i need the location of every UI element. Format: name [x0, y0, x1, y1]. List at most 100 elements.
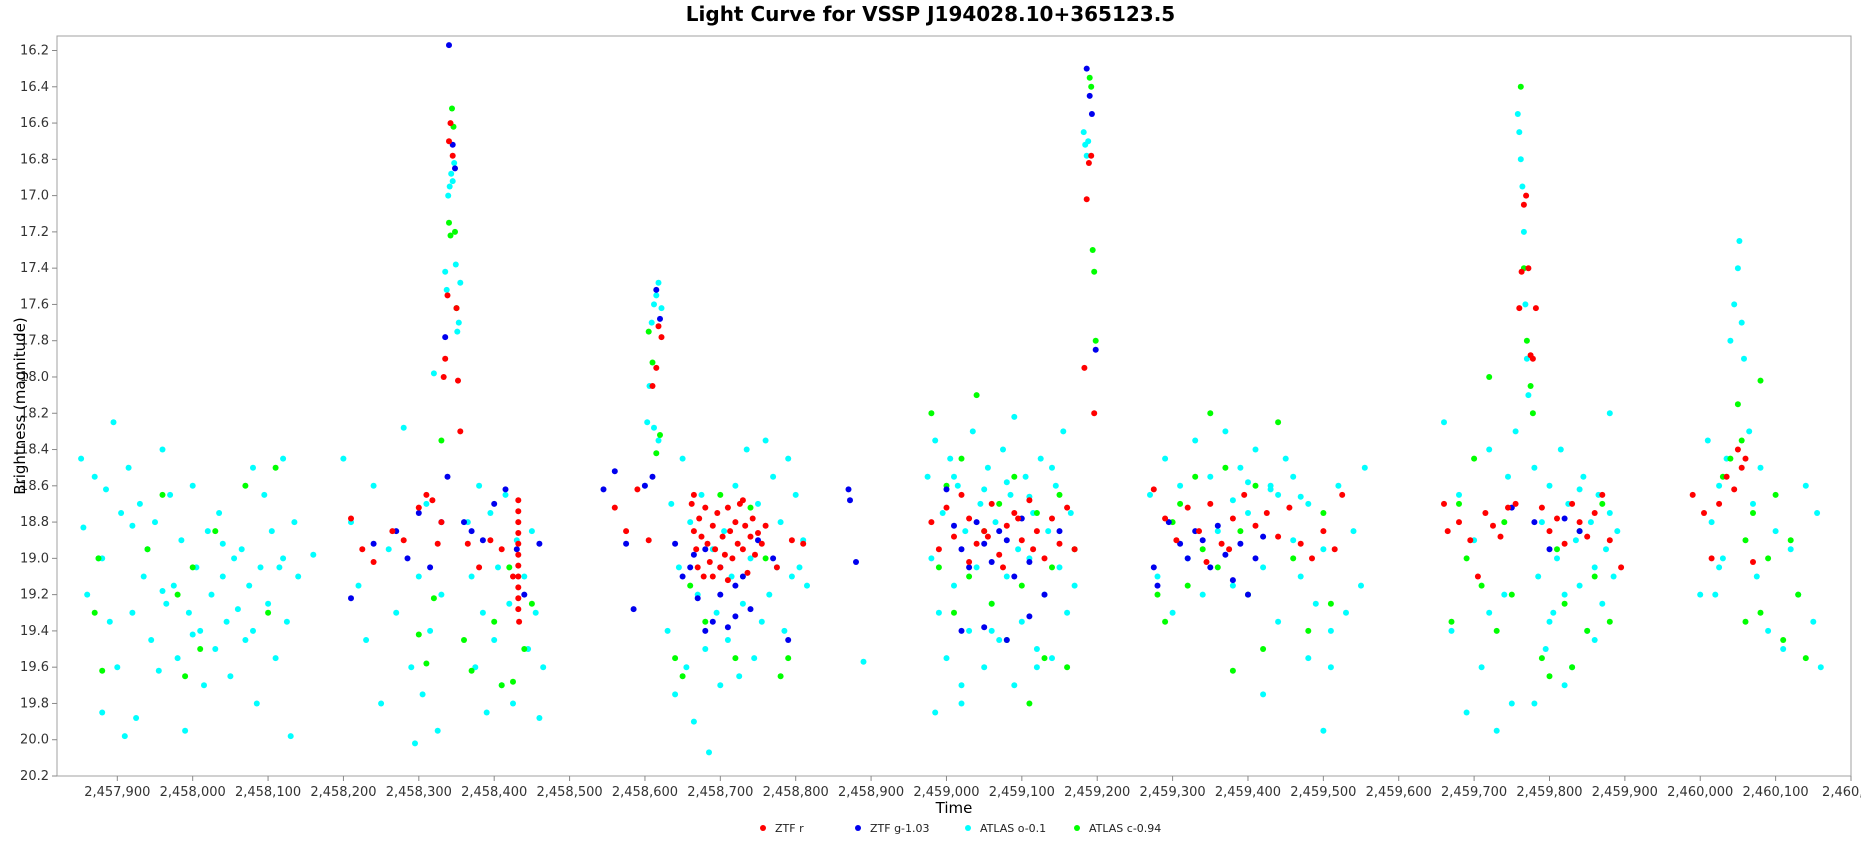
data-point — [679, 455, 686, 462]
data-point — [721, 551, 728, 558]
data-point — [1049, 655, 1055, 662]
data-point — [268, 528, 275, 535]
data-point — [516, 618, 523, 625]
series-atlas-o-0-1 — [78, 111, 1824, 756]
data-point — [1049, 515, 1055, 522]
x-tick-label: 2,459,700 — [1441, 785, 1507, 800]
data-point — [536, 540, 543, 547]
data-point — [690, 718, 697, 725]
data-point — [717, 491, 724, 498]
data-point — [1584, 627, 1591, 634]
data-point — [521, 591, 528, 598]
data-point — [513, 546, 520, 553]
data-point — [645, 328, 652, 335]
data-point — [189, 564, 196, 571]
data-point — [623, 528, 630, 535]
data-point — [1083, 152, 1090, 159]
data-point — [988, 627, 995, 634]
data-point — [1207, 564, 1214, 571]
data-point — [250, 464, 256, 471]
x-tick-label: 2,459,200 — [1064, 785, 1130, 800]
data-point — [1052, 482, 1059, 489]
data-point — [178, 537, 185, 544]
data-point — [958, 700, 965, 707]
data-point — [1765, 627, 1772, 634]
data-point — [1011, 413, 1018, 420]
data-point — [1599, 500, 1606, 507]
data-point — [1214, 564, 1221, 571]
data-point — [197, 627, 204, 634]
chart-title: Light Curve for VSSP J194028.10+365123.5 — [685, 2, 1176, 26]
data-point — [515, 562, 522, 569]
data-point — [1150, 486, 1157, 493]
data-point — [446, 138, 452, 145]
data-point — [434, 727, 441, 734]
data-point — [1742, 537, 1749, 544]
data-point — [167, 491, 174, 498]
data-point — [958, 455, 965, 462]
data-point — [973, 540, 980, 547]
data-point — [1736, 238, 1743, 244]
data-point — [1456, 519, 1462, 526]
data-point — [1486, 446, 1493, 453]
legend-label: ZTF r — [775, 822, 804, 835]
data-point — [1569, 664, 1576, 671]
data-point — [1086, 92, 1093, 99]
data-point — [688, 500, 695, 507]
data-point — [951, 473, 957, 480]
data-point — [451, 160, 458, 166]
data-point — [1011, 682, 1018, 689]
data-point — [1550, 609, 1557, 616]
data-point — [1463, 555, 1470, 562]
data-point — [1154, 591, 1161, 598]
data-point — [1787, 546, 1794, 553]
data-point — [453, 305, 460, 312]
data-point — [800, 540, 807, 547]
x-tick-label: 2,460,000 — [1667, 785, 1733, 800]
data-point — [958, 491, 965, 498]
data-point — [415, 510, 422, 516]
x-tick-label: 2,457,900 — [84, 785, 150, 800]
x-tick-label: 2,458,100 — [235, 785, 301, 800]
data-point — [1083, 196, 1090, 203]
data-point — [1606, 410, 1613, 417]
data-point — [951, 533, 957, 540]
data-point — [1561, 600, 1568, 607]
data-point — [242, 482, 249, 489]
data-point — [675, 564, 682, 571]
data-point — [1591, 573, 1598, 580]
data-point — [510, 700, 516, 707]
data-point — [1045, 528, 1052, 535]
data-point — [1516, 305, 1523, 312]
data-point — [1529, 355, 1536, 362]
data-point — [1162, 515, 1169, 522]
x-tick-label: 2,459,400 — [1215, 785, 1281, 800]
data-point — [393, 609, 400, 616]
data-point — [717, 591, 724, 598]
data-point — [1026, 497, 1033, 504]
data-point — [1772, 528, 1779, 535]
data-point — [770, 473, 777, 480]
data-point — [1519, 183, 1526, 190]
x-axis-label: Time — [935, 799, 973, 817]
data-point — [1056, 491, 1063, 498]
data-point — [502, 491, 509, 498]
data-point — [966, 559, 973, 565]
data-point — [1490, 522, 1496, 529]
data-point — [419, 691, 426, 698]
data-point — [1444, 528, 1451, 535]
data-point — [189, 631, 196, 638]
data-point — [1060, 428, 1067, 435]
data-point — [515, 573, 522, 580]
data-point — [1305, 655, 1312, 662]
data-point — [385, 546, 392, 553]
data-point — [1554, 555, 1560, 562]
data-point — [449, 141, 456, 148]
data-point — [515, 584, 522, 591]
data-point — [1741, 355, 1747, 362]
data-point — [272, 655, 279, 662]
data-point — [709, 522, 716, 529]
data-point — [1599, 600, 1606, 607]
data-point — [1704, 437, 1711, 444]
